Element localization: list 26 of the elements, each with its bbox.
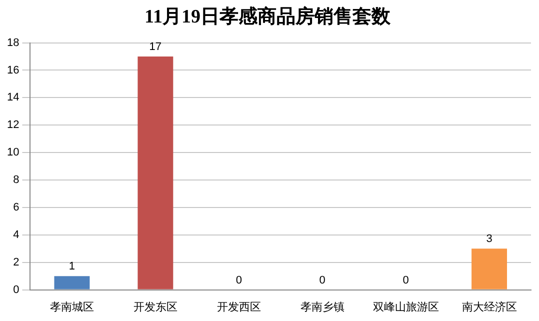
bar — [138, 56, 174, 290]
y-tick-label: 6 — [13, 202, 20, 214]
data-label: 3 — [486, 233, 492, 246]
x-tick-label: 南大经济区 — [462, 300, 517, 314]
y-tick-label: 4 — [13, 228, 20, 241]
bar — [472, 248, 508, 290]
data-label: 17 — [149, 41, 162, 54]
y-tick-label: 0 — [13, 284, 20, 296]
x-tick-label: 孝南城区 — [50, 300, 94, 314]
y-tick-label: 10 — [6, 146, 20, 159]
x-tick-label: 孝南乡镇 — [300, 300, 344, 314]
data-label: 0 — [402, 274, 409, 286]
data-label: 0 — [319, 274, 326, 286]
data-label: 0 — [236, 274, 242, 286]
x-tick-label: 开发东区 — [133, 300, 178, 314]
y-tick-label: 8 — [13, 174, 20, 186]
y-tick-label: 12 — [6, 119, 20, 132]
bar — [54, 276, 90, 290]
x-tick-label: 双峰山旅游区 — [372, 300, 439, 314]
y-tick-label: 18 — [6, 36, 20, 49]
data-label: 1 — [68, 260, 76, 273]
y-tick-label: 2 — [13, 256, 20, 268]
y-tick-label: 14 — [6, 92, 20, 104]
y-tick-label: 16 — [6, 64, 20, 76]
x-tick-label: 开发西区 — [216, 301, 261, 314]
chart-title: 11月19日孝感商品房销售套数 — [144, 5, 392, 28]
